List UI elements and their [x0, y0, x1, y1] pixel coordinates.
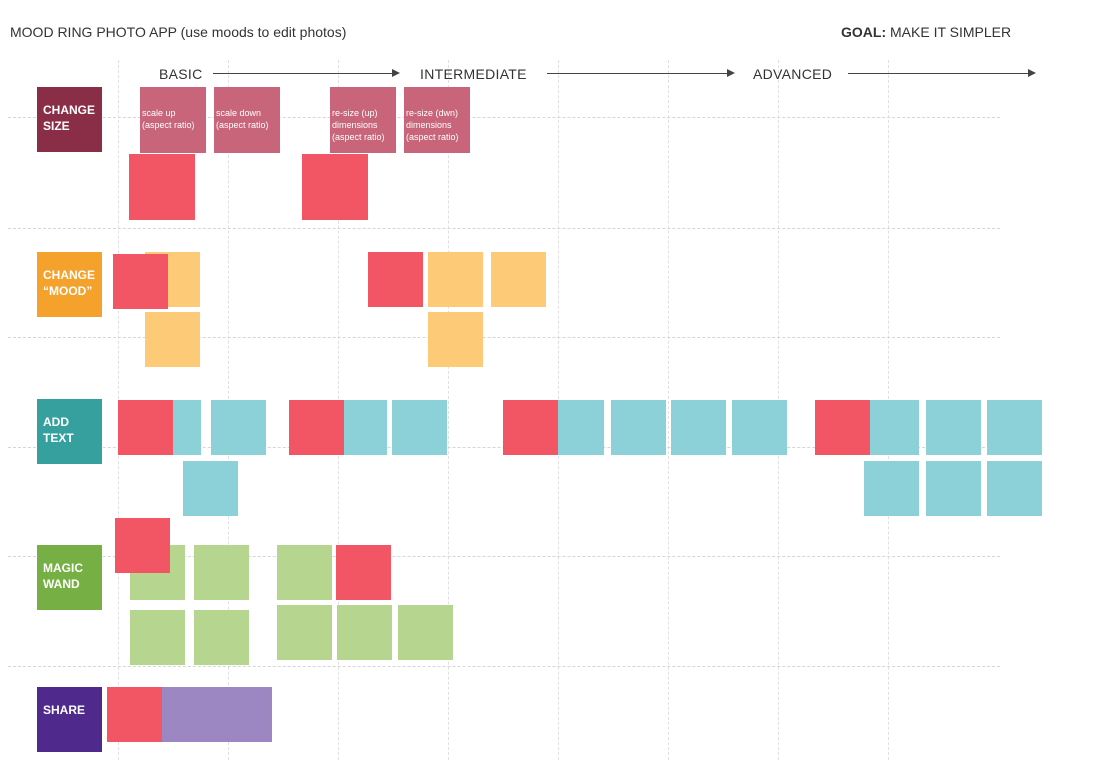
red-sticky-note — [118, 400, 173, 455]
red-sticky-note — [129, 154, 195, 220]
stage-advanced: ADVANCED — [753, 66, 833, 82]
red-sticky-note — [115, 518, 170, 573]
sticky-note: re-size (dwn) dimensions (aspect ratio) — [404, 87, 470, 153]
sticky-note: scale down (aspect ratio) — [214, 87, 280, 153]
goal-text: MAKE IT SIMPLER — [886, 24, 1012, 40]
sticky-note — [183, 461, 238, 516]
sticky-note — [130, 610, 185, 665]
sticky-note — [194, 610, 249, 665]
sticky-note — [987, 461, 1042, 516]
grid-vline — [448, 60, 449, 760]
sticky-note — [211, 400, 266, 455]
sticky-note — [987, 400, 1042, 455]
grid-hline — [8, 228, 1000, 229]
red-sticky-note — [107, 687, 162, 742]
red-sticky-note — [503, 400, 558, 455]
sticky-note — [549, 400, 604, 455]
grid-vline — [668, 60, 669, 760]
sticky-note — [392, 400, 447, 455]
sticky-note — [428, 252, 483, 307]
sticky-note — [732, 400, 787, 455]
category-share: SHARE — [37, 687, 102, 752]
sticky-note — [926, 461, 981, 516]
sticky-note — [926, 400, 981, 455]
sticky-note — [671, 400, 726, 455]
sticky-note — [864, 400, 919, 455]
arrow-icon — [547, 69, 735, 77]
sticky-note: re-size (up) dimensions (aspect ratio) — [330, 87, 396, 153]
red-sticky-note — [368, 252, 423, 307]
stage-basic: BASIC — [159, 66, 203, 82]
sticky-note — [398, 605, 453, 660]
sticky-note — [428, 312, 483, 367]
sticky-note — [217, 687, 272, 742]
category-change-size: CHANGE SIZE — [37, 87, 102, 152]
sticky-note — [145, 312, 200, 367]
red-sticky-note — [302, 154, 368, 220]
arrow-icon — [848, 69, 1036, 77]
red-sticky-note — [815, 400, 870, 455]
goal-label: GOAL: — [841, 24, 887, 40]
sticky-note — [337, 605, 392, 660]
grid-hline — [8, 117, 1000, 118]
sticky-note — [277, 605, 332, 660]
goal-statement: GOAL: MAKE IT SIMPLER — [841, 24, 1011, 40]
red-sticky-note — [289, 400, 344, 455]
category-magic-wand: MAGIC WAND — [37, 545, 102, 610]
sticky-note — [611, 400, 666, 455]
sticky-note — [162, 687, 217, 742]
sticky-note — [277, 545, 332, 600]
grid-hline — [8, 666, 1000, 667]
category-add-text: ADD TEXT — [37, 399, 102, 464]
grid-hline — [8, 337, 1000, 338]
board-title: MOOD RING PHOTO APP (use moods to edit p… — [10, 24, 347, 40]
category-change-mood: CHANGE “MOOD” — [37, 252, 102, 317]
sticky-note — [864, 461, 919, 516]
red-sticky-note — [113, 254, 168, 309]
sticky-note — [194, 545, 249, 600]
grid-hline — [8, 556, 1000, 557]
red-sticky-note — [336, 545, 391, 600]
sticky-note: scale up (aspect ratio) — [140, 87, 206, 153]
arrow-icon — [213, 69, 400, 77]
stage-intermediate: INTERMEDIATE — [420, 66, 527, 82]
sticky-note — [491, 252, 546, 307]
